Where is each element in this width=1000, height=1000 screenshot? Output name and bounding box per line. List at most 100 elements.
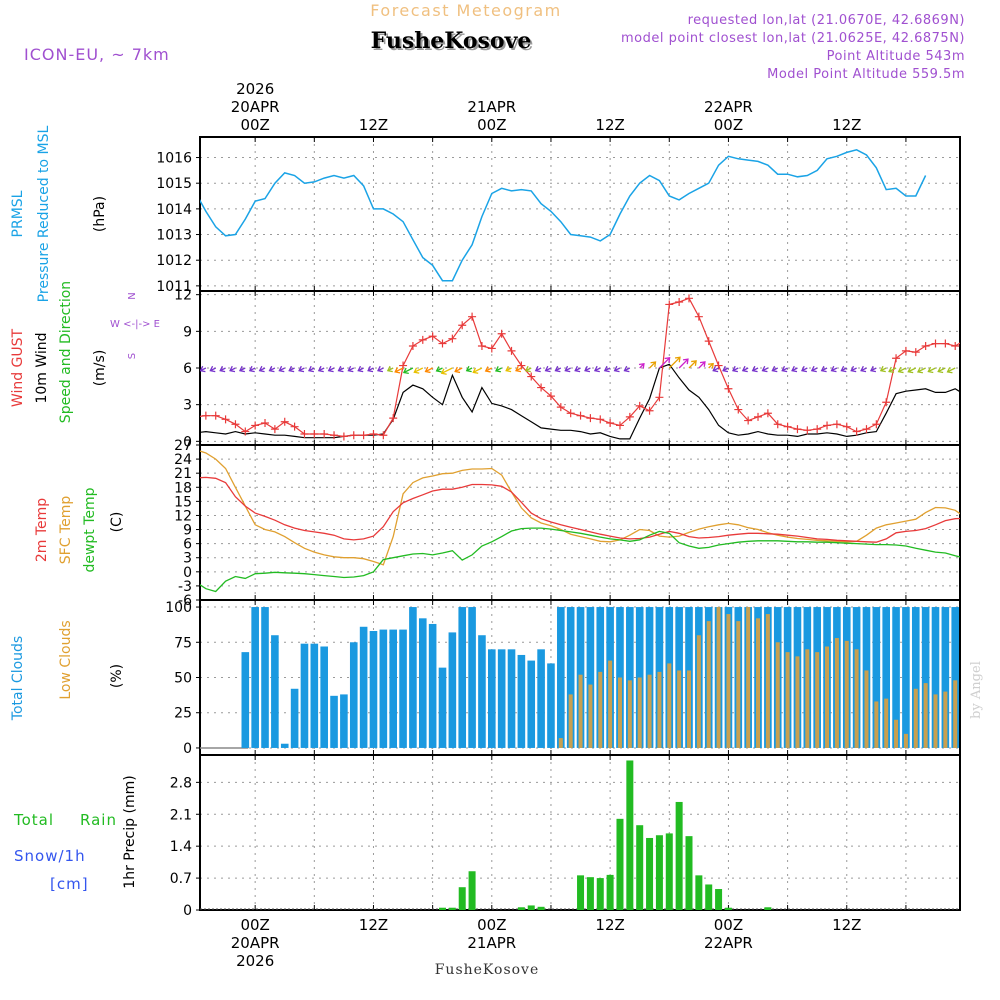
wind-direction-arrow: [472, 367, 483, 373]
y-tick-label: 2.8: [170, 775, 192, 791]
top-time-label: 00Z: [477, 116, 506, 134]
wind-direction-arrowhead: [472, 367, 479, 374]
wind-direction-arrowhead: [505, 365, 512, 373]
wind-direction-arrowhead: [791, 365, 798, 373]
low-cloud-bar: [953, 680, 958, 748]
top-time-label: 00Z: [714, 116, 743, 134]
gust-marker: [872, 420, 881, 429]
low-cloud-bar: [706, 621, 711, 748]
wind-direction-arrowhead: [200, 365, 206, 373]
wind-direction-arrowhead: [810, 365, 817, 373]
y-tick-label: 1016: [156, 151, 192, 167]
wind-speed-line: [200, 363, 960, 440]
gust-marker: [724, 384, 733, 393]
low-cloud-bar: [637, 677, 642, 748]
wind-direction-arrowhead: [771, 365, 778, 373]
low-cloud-bar: [598, 671, 603, 748]
rain-bar: [715, 889, 723, 910]
pressure-label-prmsl: PRMSL: [10, 190, 26, 237]
wind-direction-arrowhead: [402, 367, 409, 375]
gust-marker: [507, 346, 516, 355]
wind-direction-arrowhead: [708, 362, 714, 369]
sfc-temp-label: SFC Temp: [58, 496, 74, 565]
wind-direction-arrow: [937, 367, 946, 373]
wind-direction-arrowhead: [897, 366, 904, 374]
rain-bar: [527, 905, 535, 910]
y-tick-label: 0: [183, 903, 192, 919]
wind-direction-arrowhead: [544, 365, 551, 373]
rain-bar: [586, 877, 594, 910]
low-cloud-bar: [726, 614, 731, 748]
wind-direction-arrowhead: [840, 365, 847, 373]
total-cloud-bar: [547, 663, 555, 748]
gust-marker: [754, 412, 763, 421]
total-cloud-bar: [537, 649, 545, 748]
total-cloud-bar: [517, 654, 526, 748]
y-tick-label: 75: [174, 635, 192, 651]
wind-direction-arrowhead: [209, 365, 216, 373]
wind-direction-arrow: [441, 367, 453, 374]
low-cloud-bar: [647, 674, 652, 748]
station-title-shadow: FusheKosove: [373, 30, 534, 56]
low-cloud-bar: [736, 621, 741, 748]
gust-marker: [842, 422, 851, 431]
wind-direction-arrowhead: [554, 365, 561, 373]
low-clouds-label: Low Clouds: [58, 620, 74, 699]
gust-marker: [694, 312, 703, 321]
wind-direction-arrowhead: [298, 365, 305, 373]
temp-2m-line: [200, 476, 960, 543]
bottom-time-label: 20APR: [231, 934, 280, 952]
low-cloud-bar: [568, 694, 573, 748]
low-cloud-bar: [696, 635, 701, 748]
temp-2m-label: 2m Temp: [34, 498, 50, 562]
gust-marker: [596, 415, 605, 424]
low-cloud-bar: [864, 670, 869, 748]
wind-direction-arrowhead: [494, 366, 501, 373]
total-cloud-bar: [527, 660, 536, 748]
total-cloud-bar: [310, 643, 319, 748]
y-tick-label: 2.1: [170, 807, 192, 823]
wind-direction-arrowhead: [377, 365, 384, 373]
gust-marker: [586, 414, 595, 423]
watermark: by Angel: [969, 661, 984, 719]
rain-bar: [468, 871, 476, 910]
compass-north: N: [127, 292, 138, 299]
total-cloud-bar: [951, 607, 960, 748]
wind-direction-arrowhead: [699, 361, 706, 367]
wind-direction-arrowhead: [337, 365, 344, 373]
wind-direction-arrowhead: [593, 365, 600, 373]
wind-direction-arrowhead: [613, 365, 620, 373]
gust-marker: [635, 401, 644, 410]
rain-bar: [577, 875, 585, 910]
point-altitude: Point Altitude 543m: [827, 49, 965, 64]
gust-marker: [448, 334, 457, 343]
dewpt-label: dewpt Temp: [82, 487, 98, 572]
total-cloud-bar: [251, 607, 259, 748]
wind-direction-arrowhead: [229, 365, 236, 373]
wind-direction-arrowhead: [820, 365, 827, 373]
low-cloud-bar: [627, 680, 632, 748]
wind-direction-arrowhead: [927, 366, 934, 374]
total-cloud-bar: [488, 649, 496, 748]
wind-direction-arrowhead: [258, 365, 265, 373]
gust-marker: [201, 411, 210, 420]
low-cloud-bar: [746, 607, 751, 748]
y-tick-label: 6: [183, 361, 192, 377]
wind-gust-label: Wind GUST: [10, 328, 26, 407]
wind-direction-arrowhead: [870, 365, 877, 373]
wind-direction-arrowhead: [623, 365, 630, 373]
gust-marker: [251, 421, 260, 430]
wind-10m-label: 10m Wind: [34, 332, 50, 403]
rain-bar: [636, 825, 644, 910]
gust-marker: [418, 335, 427, 344]
total-cloud-bar: [497, 649, 506, 748]
gust-marker: [270, 425, 279, 434]
y-tick-label: 15: [174, 494, 192, 510]
wind-direction-arrowhead: [682, 358, 689, 365]
wind-gust-line: [200, 297, 960, 438]
footer-station: FusheKosove: [435, 962, 540, 978]
requested-coords: requested lon,lat (21.0670E, 42.6869N): [688, 13, 965, 28]
rain-bar: [439, 907, 446, 910]
